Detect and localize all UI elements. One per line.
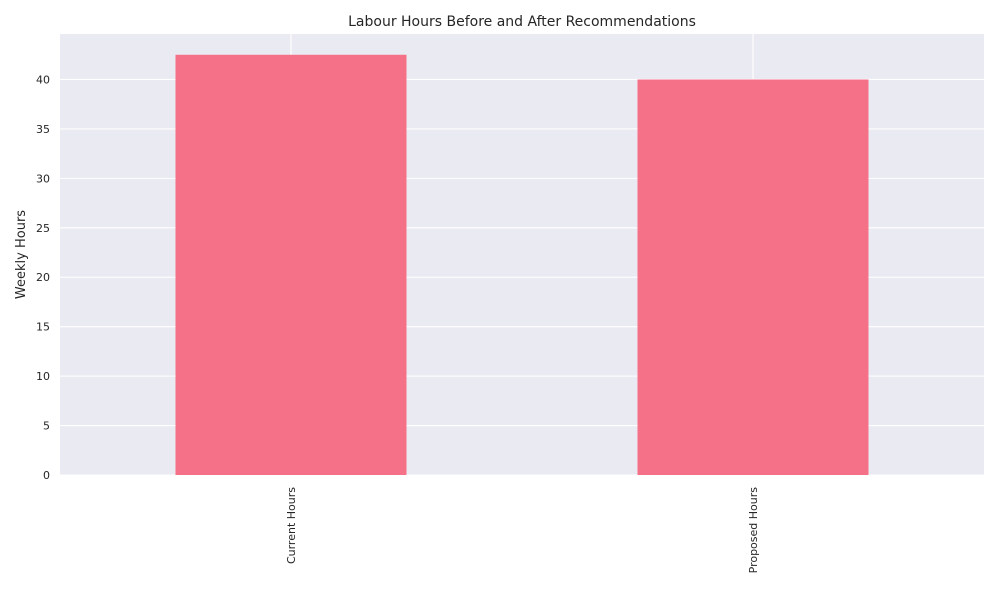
x-tick-label: Current Hours bbox=[285, 487, 298, 564]
y-tick-label: 20 bbox=[36, 271, 50, 284]
y-tick-label: 25 bbox=[36, 222, 50, 235]
chart-title: Labour Hours Before and After Recommenda… bbox=[348, 14, 696, 30]
bar-proposed-hours bbox=[637, 79, 869, 475]
y-tick-label: 35 bbox=[36, 123, 50, 136]
y-tick-label: 30 bbox=[36, 172, 50, 185]
bar-current-hours bbox=[175, 54, 407, 475]
y-axis-label: Weekly Hours bbox=[14, 210, 29, 299]
y-tick-label: 10 bbox=[36, 370, 50, 383]
x-tick-label: Proposed Hours bbox=[747, 487, 760, 574]
y-tick-label: 15 bbox=[36, 321, 50, 334]
y-tick-label: 5 bbox=[43, 420, 50, 433]
y-tick-label: 40 bbox=[36, 73, 50, 86]
y-tick-label: 0 bbox=[43, 469, 50, 482]
